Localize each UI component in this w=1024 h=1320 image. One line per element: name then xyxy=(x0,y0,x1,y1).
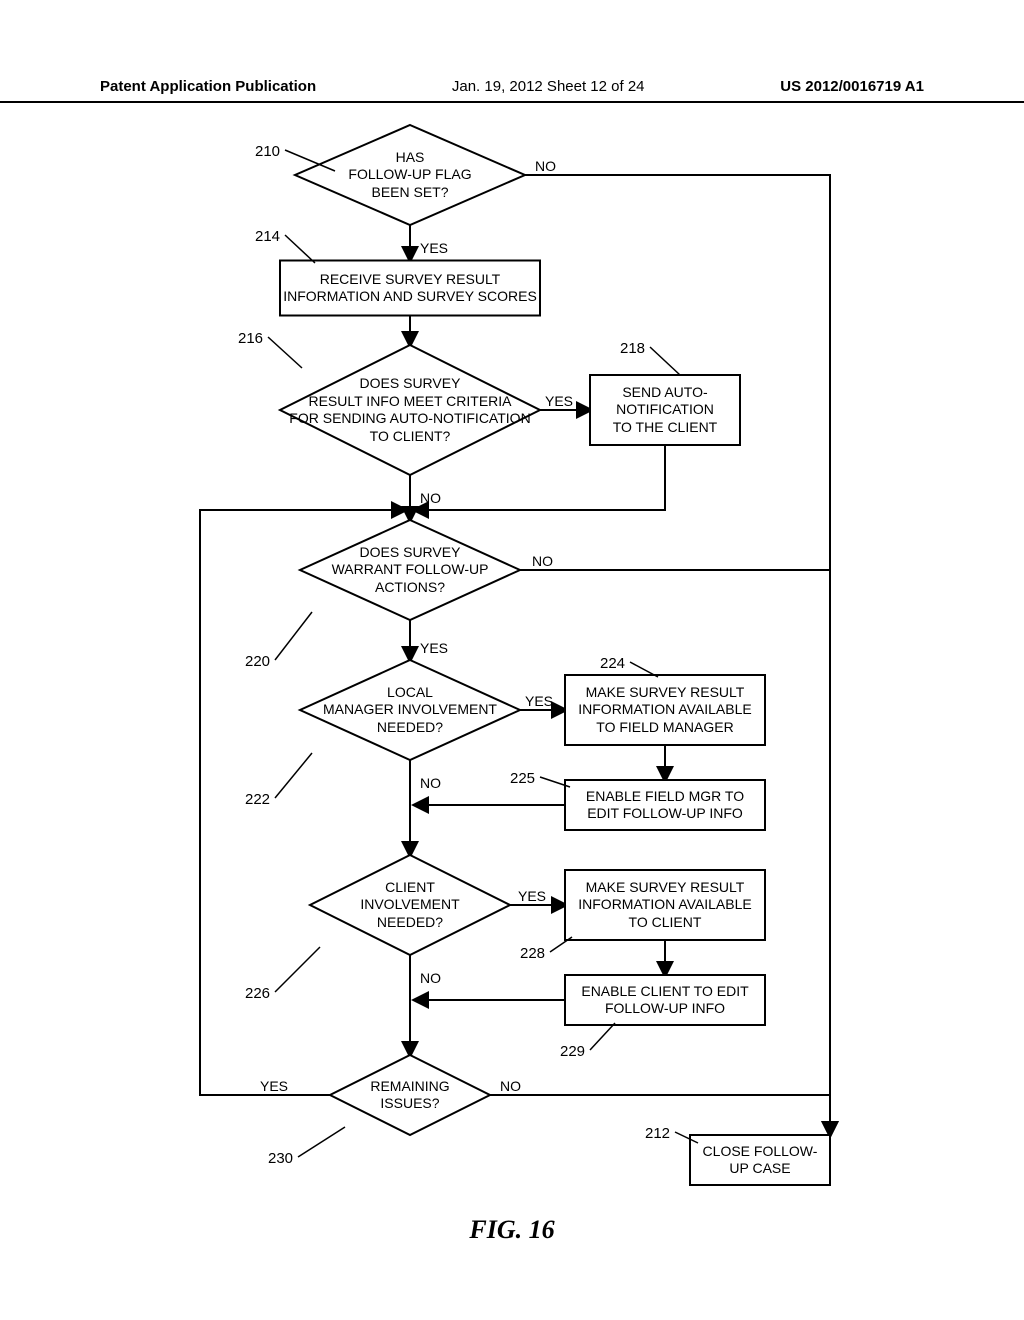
node-text-d226: CLIENTINVOLVEMENTNEEDED? xyxy=(310,855,510,955)
node-text-r224: MAKE SURVEY RESULTINFORMATION AVAILABLET… xyxy=(565,675,765,745)
header-sheetinfo: Jan. 19, 2012 Sheet 12 of 24 xyxy=(452,78,645,95)
edge-label-7: YES xyxy=(420,640,448,656)
ref-leader xyxy=(650,347,680,375)
ref-224: 224 xyxy=(600,655,625,672)
ref-220: 220 xyxy=(245,653,270,670)
edge-label-6: NO xyxy=(532,553,553,569)
node-text-r218: SEND AUTO-NOTIFICATIONTO THE CLIENT xyxy=(590,375,740,445)
node-text-d210: HASFOLLOW-UP FLAGBEEN SET? xyxy=(295,125,525,225)
ref-218: 218 xyxy=(620,340,645,357)
ref-212: 212 xyxy=(645,1125,670,1142)
ref-leader xyxy=(590,1023,615,1050)
header-publication: Patent Application Publication xyxy=(100,78,316,95)
figure-caption: FIG. 16 xyxy=(0,1215,1024,1245)
node-text-r225: ENABLE FIELD MGR TOEDIT FOLLOW-UP INFO xyxy=(565,780,765,830)
edge-label-5: NO xyxy=(420,490,441,506)
ref-230: 230 xyxy=(268,1150,293,1167)
edge-label-15: NO xyxy=(420,970,441,986)
edge-label-0: YES xyxy=(420,240,448,256)
node-text-d222: LOCALMANAGER INVOLVEMENTNEEDED? xyxy=(300,660,520,760)
edge-label-17: YES xyxy=(260,1078,288,1094)
edge-label-12: YES xyxy=(518,888,546,904)
node-text-d216: DOES SURVEYRESULT INFO MEET CRITERIAFOR … xyxy=(280,345,540,475)
edge-label-1: NO xyxy=(535,158,556,174)
page-header: Patent Application Publication Jan. 19, … xyxy=(0,78,1024,103)
node-text-d220: DOES SURVEYWARRANT FOLLOW-UPACTIONS? xyxy=(300,520,520,620)
edge-label-16: NO xyxy=(500,1078,521,1094)
edge-label-3: YES xyxy=(545,393,573,409)
node-text-r228: MAKE SURVEY RESULTINFORMATION AVAILABLET… xyxy=(565,870,765,940)
ref-228: 228 xyxy=(520,945,545,962)
node-text-d230: REMAININGISSUES? xyxy=(330,1055,490,1135)
edge-label-8: YES xyxy=(525,693,553,709)
ref-216: 216 xyxy=(238,330,263,347)
ref-leader xyxy=(285,235,315,263)
ref-229: 229 xyxy=(560,1043,585,1060)
ref-226: 226 xyxy=(245,985,270,1002)
node-text-r212: CLOSE FOLLOW-UP CASE xyxy=(690,1135,830,1185)
edge-label-11: NO xyxy=(420,775,441,791)
node-text-r214: RECEIVE SURVEY RESULTINFORMATION AND SUR… xyxy=(280,261,540,316)
header-docnumber: US 2012/0016719 A1 xyxy=(780,78,924,95)
ref-214: 214 xyxy=(255,228,280,245)
ref-225: 225 xyxy=(510,770,535,787)
ref-210: 210 xyxy=(255,143,280,160)
ref-222: 222 xyxy=(245,791,270,808)
node-text-r229: ENABLE CLIENT TO EDITFOLLOW-UP INFO xyxy=(565,975,765,1025)
